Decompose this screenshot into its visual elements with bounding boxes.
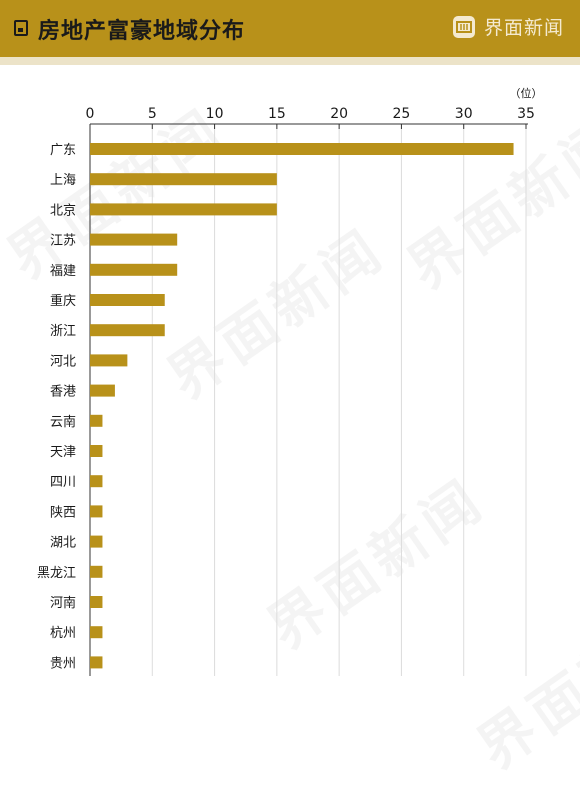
category-label: 广东 (50, 143, 76, 158)
bar (90, 505, 103, 518)
bar (90, 143, 514, 155)
category-label: 福建 (50, 264, 76, 279)
bar (90, 535, 103, 548)
x-tick-label: 20 (330, 106, 348, 122)
bar (90, 173, 277, 186)
brand-name: 界面新闻 (483, 17, 564, 39)
bar (90, 324, 165, 337)
bar-chart: 0 5 10 15 20 25 30 35 （位） 广东上海北京江苏福建重庆浙江河北香港云南天津四… (37, 86, 543, 676)
x-tick-label: 30 (455, 106, 473, 122)
category-label: 上海 (50, 173, 76, 188)
bar (90, 414, 103, 427)
category-label: 陕西 (50, 505, 76, 520)
brand-logo: 界面新闻 (452, 13, 564, 40)
category-label: 河北 (50, 354, 76, 369)
x-tick-label: 35 (517, 106, 535, 122)
category-label: 天津 (50, 445, 76, 460)
category-label: 黑龙江 (37, 566, 76, 581)
title-marker-icon (14, 20, 28, 36)
bar (90, 384, 115, 397)
page-title: 房地产富豪地域分布 (38, 19, 246, 44)
x-tick-label: 15 (268, 106, 286, 122)
category-label: 江苏 (50, 233, 76, 249)
bar (90, 233, 178, 246)
bar (90, 475, 103, 488)
category-label: 杭州 (50, 626, 76, 641)
category-label: 河南 (50, 595, 76, 611)
category-label: 云南 (50, 414, 76, 430)
header-bar: 房地产富豪地域分布 界面新闻 (0, 0, 580, 57)
category-label: 重庆 (50, 293, 76, 309)
header-divider (0, 57, 580, 65)
category-label: 香港 (50, 385, 76, 400)
x-tick-label: 5 (148, 106, 157, 122)
bar (90, 656, 103, 669)
category-label: 贵州 (50, 656, 76, 671)
bar (90, 203, 277, 216)
category-label: 浙江 (50, 324, 76, 339)
bar (90, 596, 103, 608)
bar (90, 445, 103, 457)
category-label: 四川 (50, 475, 76, 490)
bar (90, 626, 103, 639)
x-tick-label: 0 (86, 106, 95, 122)
bar (90, 263, 178, 276)
x-tick-label: 10 (206, 106, 224, 122)
x-tick-label: 25 (393, 106, 411, 122)
category-label: 北京 (50, 203, 76, 218)
axis-unit-label: （位） (510, 86, 543, 100)
category-label: 湖北 (50, 536, 76, 551)
bar (90, 354, 128, 367)
brand-icon (452, 15, 475, 38)
bar (90, 565, 103, 578)
bar (90, 294, 165, 306)
